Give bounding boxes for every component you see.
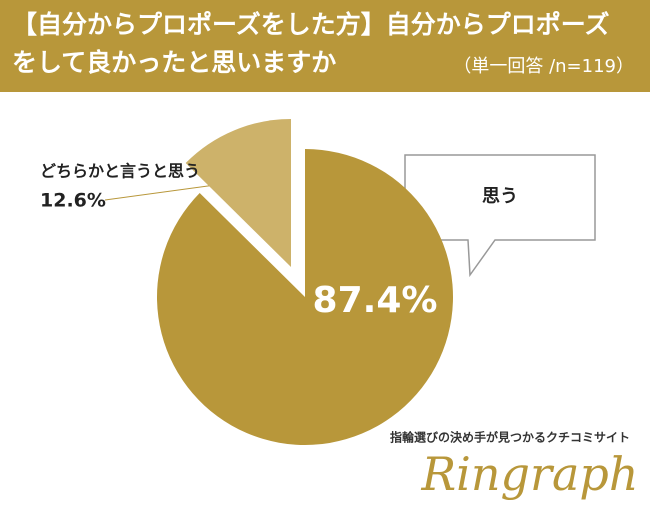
brand-name: Ringraph [421,447,639,501]
category-label: どちらかと言うと思う [40,162,200,181]
chart-title: 【自分からプロポーズをした方】自分からプロポーズをして良かったと思いますか [12,10,610,77]
pie-slice [156,149,453,446]
value-label: 12.6% [40,190,106,212]
header-band [0,0,650,92]
chart-subtitle: （単一回答 /n=119） [453,56,634,77]
pie-slice [185,119,291,267]
category-label: 思う [482,186,518,207]
brand-tagline: 指輪選びの決め手が見つかるクチコミサイト [390,430,630,445]
value-label: 87.4% [313,280,438,321]
